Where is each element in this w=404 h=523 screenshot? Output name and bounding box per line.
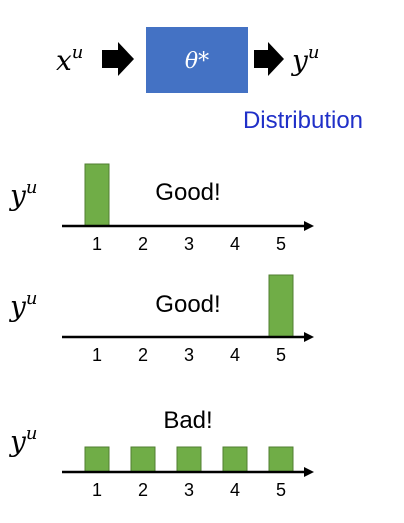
- case-ticks: 1 2 3 4 5: [92, 234, 286, 254]
- axis-arrowhead-icon: [304, 332, 314, 342]
- input-superscript: u: [72, 42, 84, 63]
- case-bars: [84, 446, 294, 473]
- ylabel-superscript: u: [26, 423, 38, 444]
- case-ylabel: yu: [8, 288, 37, 323]
- tick-label-4: 4: [230, 345, 240, 365]
- ylabel-superscript: u: [26, 177, 38, 198]
- case-bars: [268, 274, 294, 338]
- bar-5: [268, 446, 294, 473]
- ylabel-symbol: y: [8, 290, 27, 323]
- tick-label-5: 5: [276, 234, 286, 254]
- model-label: θ*: [185, 49, 209, 74]
- input-arrow-icon: [102, 42, 134, 76]
- output-symbol: y: [290, 44, 309, 77]
- case-bad: yu Bad! 1 2 3 4 5: [8, 407, 314, 500]
- output-superscript: u: [308, 42, 320, 63]
- case-verdict: Bad!: [163, 407, 212, 434]
- case-verdict: Good!: [155, 291, 220, 318]
- axis-arrowhead-icon: [304, 467, 314, 477]
- tick-label-1: 1: [92, 480, 102, 500]
- ylabel-symbol: y: [8, 179, 27, 212]
- axis-arrowhead-icon: [304, 221, 314, 231]
- bar-1: [84, 163, 110, 227]
- tick-label-5: 5: [276, 480, 286, 500]
- tick-label-2: 2: [138, 480, 148, 500]
- case-good-1: yu Good! 1 2 3 4 5: [8, 163, 314, 254]
- tick-label-4: 4: [230, 234, 240, 254]
- input-symbol: x: [56, 44, 72, 77]
- tick-label-4: 4: [230, 480, 240, 500]
- pipeline: xu θ* yu Distribution: [56, 27, 363, 134]
- case-bars: [84, 163, 110, 227]
- case-ticks: 1 2 3 4 5: [92, 480, 286, 500]
- ylabel-symbol: y: [8, 425, 27, 458]
- output-label: yu: [290, 42, 319, 77]
- ylabel-superscript: u: [26, 288, 38, 309]
- case-verdict: Good!: [155, 179, 220, 206]
- bar-3: [176, 446, 202, 473]
- tick-label-3: 3: [184, 345, 194, 365]
- output-arrow-icon: [254, 42, 284, 76]
- tick-label-5: 5: [276, 345, 286, 365]
- distribution-caption: Distribution: [243, 107, 363, 134]
- case-ticks: 1 2 3 4 5: [92, 345, 286, 365]
- case-ylabel: yu: [8, 423, 37, 458]
- bar-1: [84, 446, 110, 473]
- bar-4: [222, 446, 248, 473]
- model-box: [146, 27, 248, 93]
- tick-label-1: 1: [92, 345, 102, 365]
- input-label: xu: [56, 42, 83, 77]
- tick-label-1: 1: [92, 234, 102, 254]
- case-good-2: yu Good! 1 2 3 4 5: [8, 274, 314, 365]
- tick-label-2: 2: [138, 234, 148, 254]
- tick-label-2: 2: [138, 345, 148, 365]
- case-ylabel: yu: [8, 177, 37, 212]
- tick-label-3: 3: [184, 234, 194, 254]
- bar-5: [268, 274, 294, 338]
- bar-2: [130, 446, 156, 473]
- tick-label-3: 3: [184, 480, 194, 500]
